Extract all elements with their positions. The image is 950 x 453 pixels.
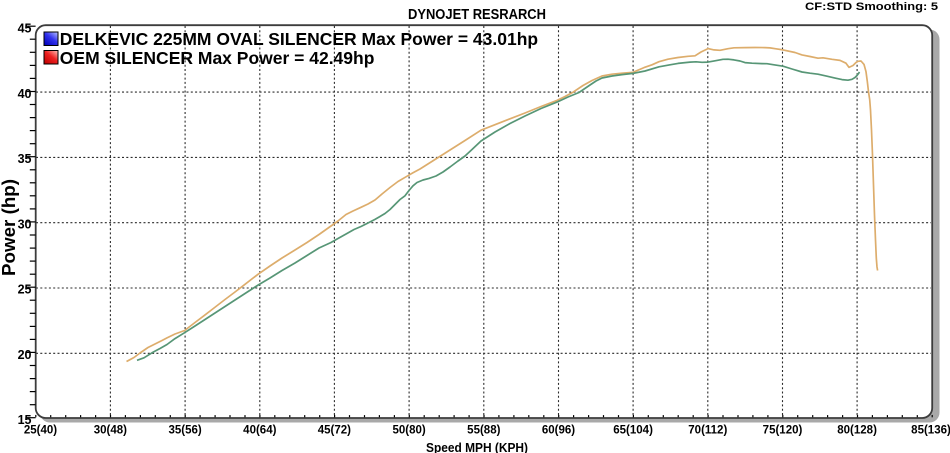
svg-text:20: 20 — [18, 348, 32, 362]
svg-text:40: 40 — [18, 87, 32, 101]
svg-text:15: 15 — [18, 413, 32, 427]
svg-text:DYNOJET RESRARCH: DYNOJET RESRARCH — [408, 6, 546, 23]
svg-text:35: 35 — [18, 152, 32, 166]
svg-text:45(72): 45(72) — [318, 425, 351, 437]
svg-text:45: 45 — [18, 22, 32, 36]
svg-text:70(112): 70(112) — [688, 425, 727, 437]
svg-text:40(64): 40(64) — [243, 425, 276, 437]
svg-text:60(96): 60(96) — [542, 425, 575, 437]
svg-text:CF:STD Smoothing: 5: CF:STD Smoothing: 5 — [805, 1, 938, 13]
svg-text:25(40): 25(40) — [24, 425, 57, 437]
svg-text:35(56): 35(56) — [168, 425, 201, 437]
svg-text:50(80): 50(80) — [392, 425, 425, 437]
svg-text:80(128): 80(128) — [837, 425, 877, 437]
svg-text:65(104): 65(104) — [613, 425, 653, 437]
svg-text:DELKEVIC 225MM OVAL SILENCER M: DELKEVIC 225MM OVAL SILENCER Max Power =… — [60, 29, 538, 49]
svg-text:Speed MPH (KPH): Speed MPH (KPH) — [426, 440, 528, 453]
svg-text:85(136): 85(136) — [911, 425, 950, 437]
svg-text:25: 25 — [18, 283, 32, 297]
svg-text:Power (hp): Power (hp) — [0, 179, 19, 276]
svg-text:75(120): 75(120) — [763, 425, 803, 437]
svg-text:55(88): 55(88) — [467, 425, 500, 437]
svg-text:OEM SILENCER Max Power = 42.49: OEM SILENCER Max Power = 42.49hp — [60, 48, 375, 68]
svg-text:30: 30 — [18, 217, 32, 231]
svg-text:30(48): 30(48) — [94, 425, 127, 437]
